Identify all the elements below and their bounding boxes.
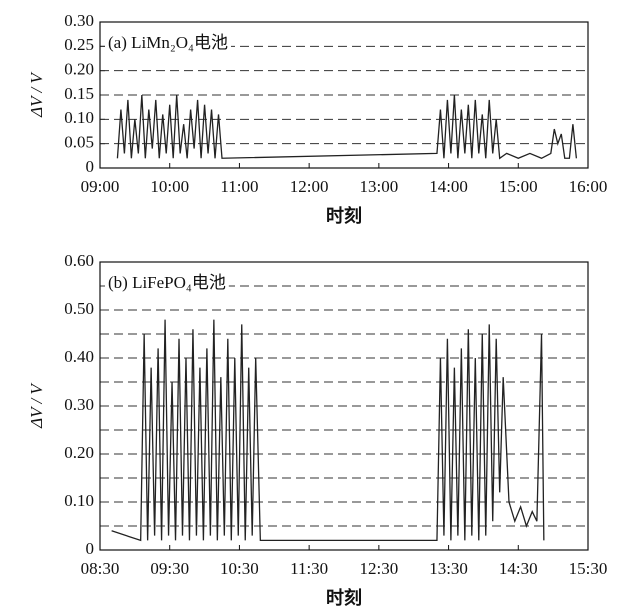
x-tick-label: 13:30 [429, 559, 468, 578]
x-tick-label: 12:30 [359, 559, 398, 578]
x-tick-label: 09:30 [150, 559, 189, 578]
x-tick-label: 10:30 [220, 559, 259, 578]
y-axis-label: ΔV / V [27, 71, 46, 118]
annotation-bg [105, 31, 231, 53]
x-tick-label: 13:00 [359, 177, 398, 196]
y-tick-label: 0.30 [64, 11, 94, 30]
x-tick-label: 08:30 [81, 559, 120, 578]
plot-frame [99, 21, 589, 169]
y-tick-label: 0.20 [64, 60, 94, 79]
y-tick-label: 0.60 [64, 251, 94, 270]
x-tick-label: 09:00 [81, 177, 120, 196]
x-tick-label: 16:00 [569, 177, 608, 196]
y-tick-label: 0.10 [64, 491, 94, 510]
y-tick-label: 0.30 [64, 395, 94, 414]
x-tick-label: 10:00 [150, 177, 189, 196]
data-line [111, 319, 545, 542]
x-tick-label: 15:30 [569, 559, 608, 578]
y-tick-label: 0.05 [64, 133, 94, 152]
y-axis-label: ΔV / V [27, 382, 46, 429]
data-line [116, 94, 578, 160]
x-tick-label: 15:00 [499, 177, 538, 196]
annotation: (a) LiMn₂O₄电池 [108, 33, 228, 52]
y-tick-label: 0.25 [64, 35, 94, 54]
x-tick-label: 11:00 [220, 177, 258, 196]
y-tick-label: 0.15 [64, 84, 94, 103]
x-tick-label: 14:30 [499, 559, 538, 578]
y-tick-label: 0.40 [64, 347, 94, 366]
annotation-bg [105, 271, 229, 293]
x-axis-label: 时刻 [326, 587, 362, 608]
x-axis-label: 时刻 [326, 205, 362, 226]
y-tick-label: 0 [86, 539, 95, 558]
x-tick-label: 14:00 [429, 177, 468, 196]
y-tick-label: 0.20 [64, 443, 94, 462]
y-tick-label: 0 [86, 157, 95, 176]
x-tick-label: 12:00 [290, 177, 329, 196]
annotation: (b) LiFePO₄电池 [108, 273, 226, 292]
plot-frame [99, 261, 589, 551]
x-tick-label: 11:30 [290, 559, 328, 578]
y-tick-label: 0.50 [64, 299, 94, 318]
y-tick-label: 0.10 [64, 108, 94, 127]
